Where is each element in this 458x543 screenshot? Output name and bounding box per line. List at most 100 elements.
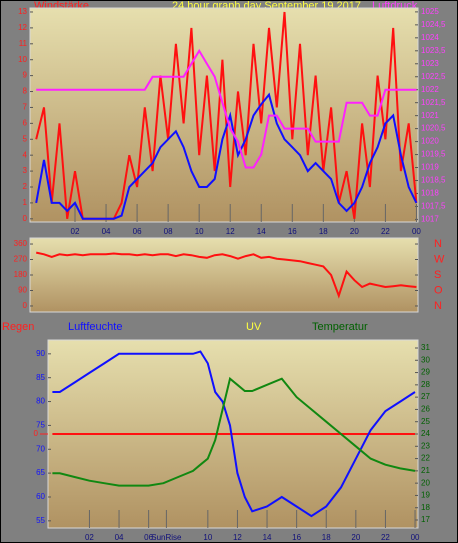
- series-line: [35, 251, 417, 299]
- x-tick-label: 04: [115, 533, 124, 542]
- y2-tick-label: 19: [421, 491, 430, 500]
- x-tick-label: 20: [351, 533, 360, 542]
- y-tick-label: 80: [36, 397, 45, 406]
- y-tick-label: 270: [14, 255, 28, 264]
- y2-tick-label: 1017,5: [421, 202, 446, 211]
- y2-tick-label: 1021,5: [421, 98, 446, 107]
- y-tick-label: 7: [23, 103, 28, 112]
- y-tick-label: 70: [36, 444, 45, 453]
- wind-label: Windstärke: [34, 0, 89, 12]
- humidity-label: Luftfeuchte: [68, 321, 122, 333]
- x-tick-label: 08: [164, 227, 173, 236]
- uv-label: UV: [246, 321, 262, 333]
- y-tick-label: 0: [23, 214, 28, 223]
- y2-tick-label: 21: [421, 466, 430, 475]
- y2-tick-label: 1019,5: [421, 150, 446, 159]
- y2-tick-label: 18: [421, 503, 430, 512]
- temperature-label: Temperatur: [312, 321, 368, 333]
- x-tick-label: 02: [85, 533, 94, 542]
- y2-tick-label: 1017: [421, 215, 439, 224]
- y2-tick-label: 1020,5: [421, 124, 446, 133]
- y2-tick-label: 27: [421, 392, 430, 401]
- y2-tick-label: 26: [421, 405, 430, 414]
- y3-tick-label: 0: [34, 429, 39, 438]
- x-tick-label: 00: [411, 533, 420, 542]
- y-tick-label: 360: [14, 239, 28, 248]
- x-tick-label: 02: [71, 227, 80, 236]
- y2-tick-label: 1020: [421, 137, 439, 146]
- x-tick-label: 12: [233, 533, 242, 542]
- x-tick-label: 20: [350, 227, 359, 236]
- y2-tick-label: N: [434, 238, 442, 250]
- y-tick-label: 10: [18, 55, 27, 64]
- y-tick-label: 5: [23, 134, 28, 143]
- y2-tick-label: 17: [421, 515, 430, 524]
- y-tick-label: 13: [18, 7, 27, 16]
- y2-tick-label: 1021: [421, 111, 439, 120]
- x-tick-label: 04: [102, 227, 111, 236]
- y-tick-label: 0: [23, 301, 28, 310]
- y2-tick-label: 30: [421, 355, 430, 364]
- x-tick-label: 14: [263, 533, 272, 542]
- x-tick-label: 14: [257, 227, 266, 236]
- x-tick-label: SunRise: [151, 533, 182, 542]
- y2-tick-label: 1023,5: [421, 46, 446, 55]
- y2-tick-label: 20: [421, 478, 430, 487]
- y2-tick-label: O: [434, 284, 443, 296]
- y-tick-label: 2: [23, 182, 28, 191]
- y-tick-label: 90: [36, 349, 45, 358]
- y-tick-label: 11: [19, 39, 28, 48]
- y-tick-label: 60: [36, 492, 45, 501]
- y-tick-label: 90: [18, 286, 27, 295]
- y2-tick-label: 22: [421, 454, 430, 463]
- y-tick-label: 75: [36, 421, 45, 430]
- x-tick-label: 10: [203, 533, 212, 542]
- x-tick-label: 16: [288, 227, 297, 236]
- y2-tick-label: 23: [421, 441, 430, 450]
- y-tick-label: 9: [23, 71, 28, 80]
- x-tick-label: 18: [322, 533, 331, 542]
- series-line: [36, 48, 417, 169]
- rain-label: Regen: [2, 321, 34, 333]
- y2-tick-label: 1022,5: [421, 72, 446, 81]
- y-tick-label: 12: [18, 23, 27, 32]
- x-tick-label: 10: [195, 227, 204, 236]
- y2-tick-label: 1022: [421, 85, 439, 94]
- y2-tick-label: S: [434, 269, 441, 281]
- y2-tick-label: 31: [421, 343, 430, 352]
- y-tick-label: 65: [36, 468, 45, 477]
- y2-tick-label: 28: [421, 380, 430, 389]
- plot-area: [29, 237, 419, 313]
- x-tick-label: 00: [412, 227, 421, 236]
- plot-area: [29, 7, 419, 223]
- y2-tick-label: 1025: [421, 7, 439, 16]
- y2-tick-label: 29: [421, 368, 430, 377]
- y-tick-label: 4: [23, 150, 28, 159]
- pressure-label: Luftdruck: [372, 0, 418, 12]
- series-line: [35, 92, 418, 220]
- y2-tick-label: 1019: [421, 163, 439, 172]
- y-tick-label: 55: [36, 516, 45, 525]
- y2-tick-label: 25: [421, 417, 430, 426]
- y-tick-label: 3: [23, 166, 28, 175]
- y-tick-label: 6: [23, 118, 28, 127]
- y2-tick-label: 1023: [421, 59, 439, 68]
- y2-tick-label: 1018: [421, 189, 439, 198]
- x-tick-label: 22: [381, 227, 390, 236]
- y2-tick-label: 24: [421, 429, 430, 438]
- y2-tick-label: 1018,5: [421, 176, 446, 185]
- y-tick-label: 180: [14, 270, 28, 279]
- series-line: [52, 350, 416, 518]
- y2-tick-label: 1024: [421, 33, 439, 42]
- y2-tick-label: N: [434, 300, 442, 312]
- x-tick-label: 12: [226, 227, 235, 236]
- series-line: [52, 376, 416, 487]
- x-tick-label: 06: [133, 227, 142, 236]
- y2-tick-label: W: [434, 253, 445, 265]
- y-tick-label: 85: [36, 373, 45, 382]
- y2-tick-label: 1024,5: [421, 20, 446, 29]
- x-tick-label: 18: [319, 227, 328, 236]
- x-tick-label: 06: [144, 533, 153, 542]
- y-tick-label: 8: [23, 87, 28, 96]
